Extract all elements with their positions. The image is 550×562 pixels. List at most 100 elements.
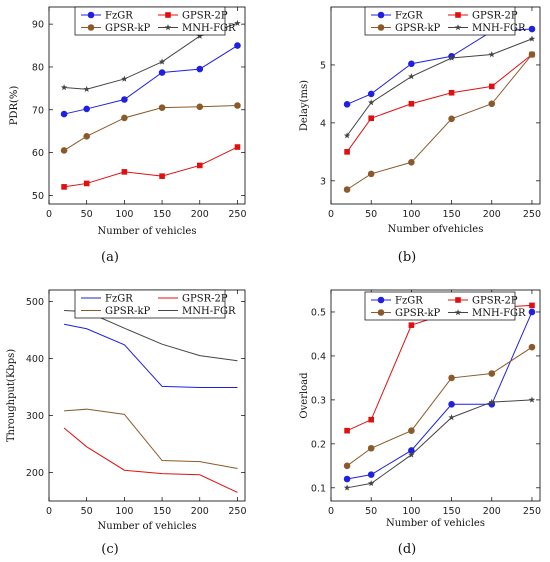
y-tick-label: 200: [26, 468, 44, 479]
data-point: [83, 85, 90, 92]
y-tick-label: 0.1: [311, 483, 326, 494]
data-point: [367, 90, 375, 98]
legend-entry: GPSR-2P: [182, 294, 228, 305]
data-point: [528, 308, 536, 316]
series-line: [346, 28, 532, 105]
data-point: [528, 25, 536, 33]
series-line: [346, 346, 533, 467]
x-tick-label: 50: [81, 506, 93, 517]
series-line: [346, 54, 533, 190]
legend-marker: [164, 24, 172, 31]
data-point: [448, 115, 455, 123]
chart-panel-3: 0 50 100 150 200 250 200 300 400 500 Number of veh…: [6, 289, 247, 557]
data-point: [408, 322, 415, 328]
legend-entry: FzGR: [395, 296, 423, 307]
x-tick-label: 100: [115, 506, 133, 517]
data-point: [448, 400, 455, 408]
x-tick-label: 250: [523, 506, 541, 517]
legend-entry: GPSR-kP: [105, 306, 151, 317]
data-point: [448, 374, 455, 382]
data-point: [528, 396, 536, 403]
series-mnh-fgr: [343, 35, 536, 139]
data-point: [488, 398, 495, 405]
x-tick-label: 50: [365, 209, 377, 220]
legend-entry: MNH-FGR: [182, 306, 236, 317]
data-point: [343, 132, 351, 139]
data-point: [196, 162, 203, 169]
data-point: [448, 414, 455, 421]
legend-entry: GPSR-kP: [105, 23, 151, 34]
series-gpsr-kp: [64, 408, 238, 469]
data-point: [234, 144, 241, 150]
series-line: [346, 38, 533, 136]
legend-entry: FzGR: [105, 11, 133, 22]
x-axis-title: Number ofvehicles: [388, 224, 484, 235]
legend-marker: [165, 12, 171, 18]
x-tick-label: 100: [402, 209, 420, 220]
legend-frame: [364, 291, 516, 321]
data-point: [448, 54, 455, 61]
plot-frame: [330, 289, 541, 502]
x-axis-title: Number of vehicles: [98, 226, 197, 237]
data-point: [196, 103, 204, 111]
legend-frame: [74, 289, 226, 319]
data-point: [121, 96, 128, 103]
x-axis-title: Number of vehicles: [98, 521, 197, 532]
legend: FzGR GPSR-2P GPSR-kP MNH-FGR: [74, 6, 236, 36]
legend-marker: [87, 24, 95, 31]
y-tick-label: 4: [320, 118, 326, 129]
series-fzgr: [343, 25, 536, 108]
x-tick-label: 250: [523, 209, 541, 220]
data-point: [196, 65, 204, 73]
data-point: [367, 471, 375, 478]
y-tick-label: 0.4: [311, 351, 326, 362]
data-point: [408, 100, 415, 107]
data-point: [61, 184, 67, 190]
legend-frame: [364, 6, 516, 36]
y-axis-title: Delay(ms): [299, 80, 310, 131]
series-line: [64, 146, 238, 188]
x-tick-label: 0: [46, 209, 52, 220]
legend: FzGR GPSR-2P GPSR-kP MNH-FGR: [364, 6, 526, 36]
series-line: [63, 427, 238, 493]
y-axis-title: PDR(%): [9, 86, 20, 126]
data-point: [488, 51, 495, 58]
y-tick-label: 0.3: [311, 395, 326, 406]
x-tick-label: 150: [443, 209, 461, 220]
series-line: [346, 399, 532, 489]
panel-label: (d): [398, 542, 416, 557]
data-point: [408, 158, 415, 166]
x-tick-label: 50: [365, 506, 377, 517]
legend-marker: [455, 12, 461, 18]
y-tick-label: 400: [26, 354, 44, 365]
x-tick-label: 0: [328, 209, 334, 220]
data-point: [83, 105, 90, 113]
x-tick-label: 150: [443, 506, 461, 517]
y-tick-label: 5: [320, 60, 326, 71]
plot-frame: [330, 6, 541, 205]
series-line: [346, 54, 533, 153]
legend-marker: [454, 24, 462, 31]
y-tick-label: 50: [32, 191, 44, 202]
y-tick-label: 80: [32, 62, 44, 73]
legend-marker: [377, 296, 385, 304]
x-tick-label: 250: [228, 506, 246, 517]
data-point: [343, 101, 351, 108]
data-point: [343, 186, 351, 193]
panel-label: (b): [398, 250, 416, 265]
data-point: [60, 84, 68, 91]
series-line: [64, 408, 238, 469]
y-tick-label: 500: [26, 297, 44, 308]
x-tick-label: 0: [46, 506, 52, 517]
data-point: [121, 114, 128, 122]
series-line: [63, 105, 238, 151]
x-tick-label: 250: [228, 209, 246, 220]
y-axis-title: Throughput(Kbps): [6, 349, 17, 442]
data-point: [83, 180, 90, 187]
series-fzgr: [60, 42, 241, 118]
x-tick-label: 150: [153, 506, 171, 517]
data-point: [448, 89, 455, 96]
panel-label: (c): [101, 542, 118, 557]
legend-entry: GPSR-kP: [395, 308, 441, 319]
